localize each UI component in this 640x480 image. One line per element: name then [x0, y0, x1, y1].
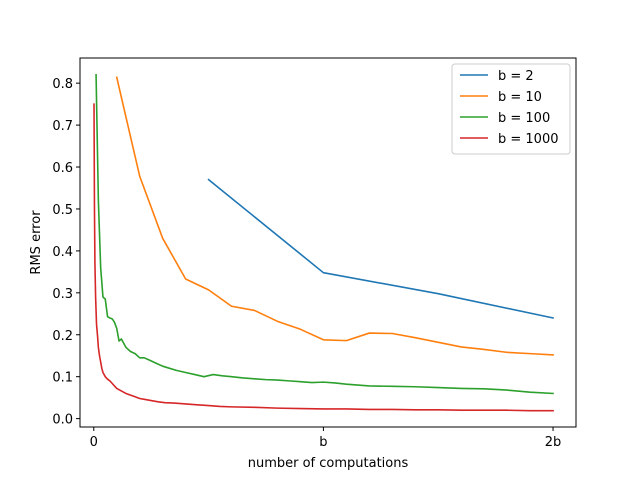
y-tick-label-7: 0.7	[52, 119, 73, 134]
legend-label-2: b = 100	[498, 111, 550, 126]
y-tick-label-4: 0.4	[52, 245, 73, 260]
x-tick-label-1: b	[319, 435, 327, 450]
series-line-2	[95, 73, 554, 395]
plot-area	[93, 73, 554, 412]
axis-ticks: 0 b 2b 0.0 0.1 0.2 0.3 0.4 0.5 0.6 0.7 0.8	[52, 77, 561, 450]
legend-label-1: b = 10	[498, 90, 542, 105]
y-tick-label-2: 0.2	[52, 329, 73, 344]
y-tick-label-8: 0.8	[52, 77, 73, 92]
x-tick-label-2: 2b	[545, 435, 562, 450]
legend-box	[451, 63, 571, 155]
series-line-0	[207, 178, 554, 319]
x-axis-label: number of computations	[248, 456, 409, 471]
y-tick-label-6: 0.6	[52, 161, 73, 176]
y-tick-label-1: 0.1	[52, 371, 73, 386]
axes-frame	[79, 57, 577, 428]
y-tick-label-0: 0.0	[52, 413, 73, 428]
series-line-1	[115, 76, 554, 356]
legend-label-0: b = 2	[498, 69, 534, 84]
y-axis-label: RMS error	[29, 210, 44, 275]
x-tick-label-0: 0	[90, 435, 98, 450]
y-tick-label-5: 0.5	[52, 203, 73, 218]
legend: b = 2 b = 10 b = 100 b = 1000	[451, 63, 571, 155]
legend-label-3: b = 1000	[498, 132, 559, 147]
axes-border	[79, 57, 577, 428]
series-line-3	[93, 103, 554, 412]
y-tick-label-3: 0.3	[52, 287, 73, 302]
